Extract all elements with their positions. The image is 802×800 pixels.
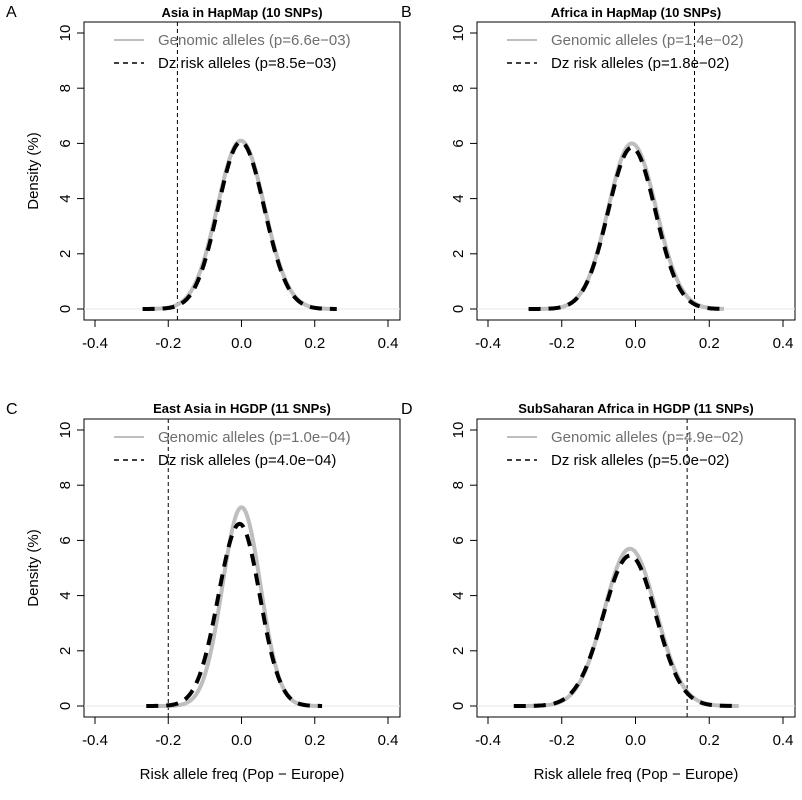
legend-entry: Dz risk alleles (p=1.8e−02) <box>551 55 729 72</box>
x-tick-label: -0.4 <box>475 732 501 749</box>
y-tick-label: 2 <box>57 250 74 258</box>
dz-risk-curve <box>527 145 725 311</box>
x-tick-label: 0.4 <box>773 335 794 352</box>
x-tick-label: -0.4 <box>82 732 108 749</box>
x-tick-label: 0.0 <box>231 335 252 352</box>
y-tick-label: 6 <box>450 536 467 544</box>
y-tick-label: 4 <box>57 591 74 599</box>
legend-entry: Genomic alleles (p=1.4e−02) <box>551 32 744 49</box>
y-tick-label: 6 <box>57 139 74 147</box>
x-tick-label: -0.2 <box>549 335 575 352</box>
x-tick-label: 0.4 <box>378 732 399 749</box>
y-tick-label: 2 <box>450 250 467 258</box>
y-tick-label: 0 <box>57 305 74 313</box>
y-tick-label: 0 <box>450 305 467 313</box>
x-axis-title-right: Risk allele freq (Pop − Europe) <box>534 766 739 783</box>
panel-title: Africa in HapMap (10 SNPs) <box>551 5 722 20</box>
legend-entry: Dz risk alleles (p=8.5e−03) <box>158 55 336 72</box>
panel-D: SubSaharan Africa in HGDP (11 SNPs) D -0.4… <box>401 401 796 749</box>
y-tick-label: 10 <box>57 25 74 42</box>
y-tick-label: 6 <box>57 536 74 544</box>
y-axis-title-top: Density (%) <box>25 132 42 210</box>
y-tick-label: 8 <box>450 84 467 92</box>
y-tick-label: 4 <box>57 194 74 202</box>
genomic-curve <box>142 138 338 311</box>
y-tick-label: 6 <box>450 139 467 147</box>
y-tick-label: 4 <box>450 194 467 202</box>
legend-entry: Genomic alleles (p=6.6e−03) <box>158 32 351 49</box>
panel-B: Africa in HapMap (10 SNPs) B -0.4 -0.2 0.0 0.… <box>401 4 796 352</box>
x-tick-label: 0.2 <box>699 335 720 352</box>
y-tick-label: 8 <box>450 481 467 489</box>
genomic-curve <box>513 546 740 708</box>
legend-entry: Genomic alleles (p=1.0e−04) <box>158 429 351 446</box>
x-tick-label: 0.0 <box>231 732 252 749</box>
genomic-curve <box>145 505 323 708</box>
dz-risk-curve <box>513 553 740 708</box>
x-tick-label: -0.2 <box>155 335 181 352</box>
x-tick-label: -0.4 <box>82 335 108 352</box>
panel-C: East Asia in HGDP (11 SNPs) C -0.4 -0.2 0.0 0… <box>6 401 401 749</box>
y-tick-label: 0 <box>57 702 74 710</box>
x-tick-label: 0.2 <box>304 732 325 749</box>
dz-risk-curve <box>142 140 338 311</box>
legend-entry: Dz risk alleles (p=5.0e−02) <box>551 452 729 469</box>
x-tick-label: -0.2 <box>155 732 181 749</box>
x-tick-label: 0.0 <box>625 732 646 749</box>
y-tick-label: 2 <box>57 647 74 655</box>
x-axis-title-left: Risk allele freq (Pop − Europe) <box>140 766 345 783</box>
panel-letter: A <box>6 4 17 21</box>
panel-title: East Asia in HGDP (11 SNPs) <box>153 401 331 416</box>
x-tick-label: 0.4 <box>773 732 794 749</box>
x-tick-label: -0.2 <box>549 732 575 749</box>
panel-letter: D <box>401 401 413 418</box>
y-tick-label: 2 <box>450 647 467 655</box>
y-tick-label: 8 <box>57 481 74 489</box>
y-tick-label: 0 <box>450 702 467 710</box>
y-tick-label: 10 <box>450 422 467 439</box>
x-tick-label: 0.4 <box>378 335 399 352</box>
x-tick-label: -0.4 <box>475 335 501 352</box>
panel-title: Asia in HapMap (10 SNPs) <box>161 5 322 20</box>
x-tick-label: 0.2 <box>699 732 720 749</box>
x-tick-label: 0.0 <box>625 335 646 352</box>
x-tick-label: 0.2 <box>304 335 325 352</box>
panel-title: SubSaharan Africa in HGDP (11 SNPs) <box>518 401 754 416</box>
y-tick-label: 10 <box>57 422 74 439</box>
y-tick-label: 10 <box>450 25 467 42</box>
y-axis-title-bottom: Density (%) <box>25 529 42 607</box>
y-tick-label: 8 <box>57 84 74 92</box>
y-tick-label: 4 <box>450 591 467 599</box>
legend-entry: Dz risk alleles (p=4.0e−04) <box>158 452 336 469</box>
panel-letter: C <box>6 401 18 418</box>
panel-letter: B <box>401 4 412 21</box>
dz-risk-curve <box>145 521 323 708</box>
panel-A: Asia in HapMap (10 SNPs) A -0.4 -0.2 0.0 0.2 0… <box>6 4 401 352</box>
legend-entry: Genomic alleles (p=4.9e−02) <box>551 429 744 446</box>
